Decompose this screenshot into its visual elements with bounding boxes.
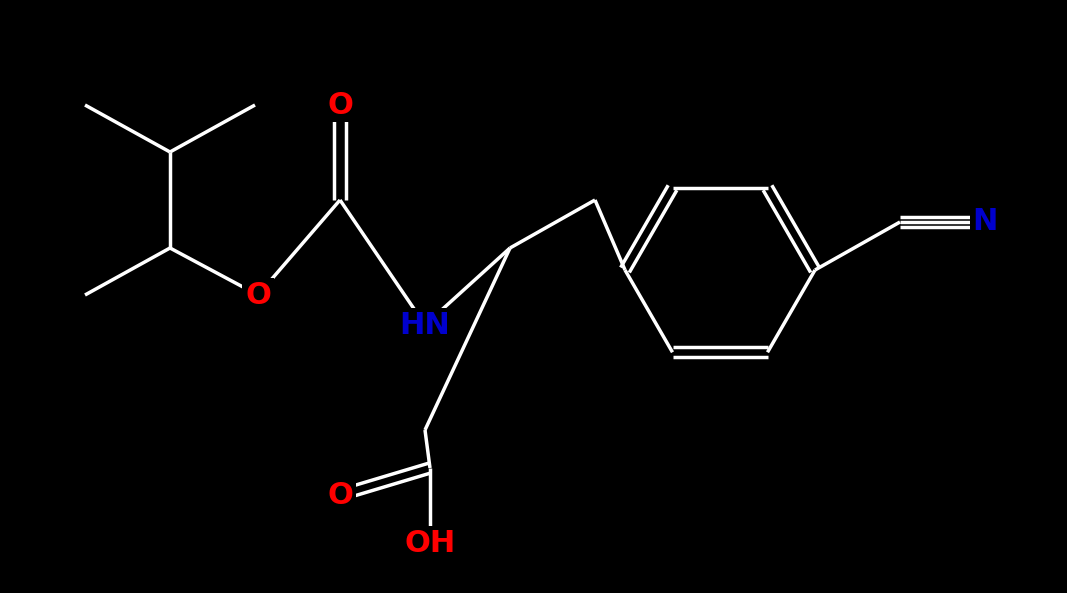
Text: O: O xyxy=(328,91,353,120)
Text: N: N xyxy=(972,208,998,237)
Text: O: O xyxy=(328,480,353,509)
Text: O: O xyxy=(245,280,271,310)
Text: HN: HN xyxy=(400,311,450,340)
Text: OH: OH xyxy=(404,528,456,557)
